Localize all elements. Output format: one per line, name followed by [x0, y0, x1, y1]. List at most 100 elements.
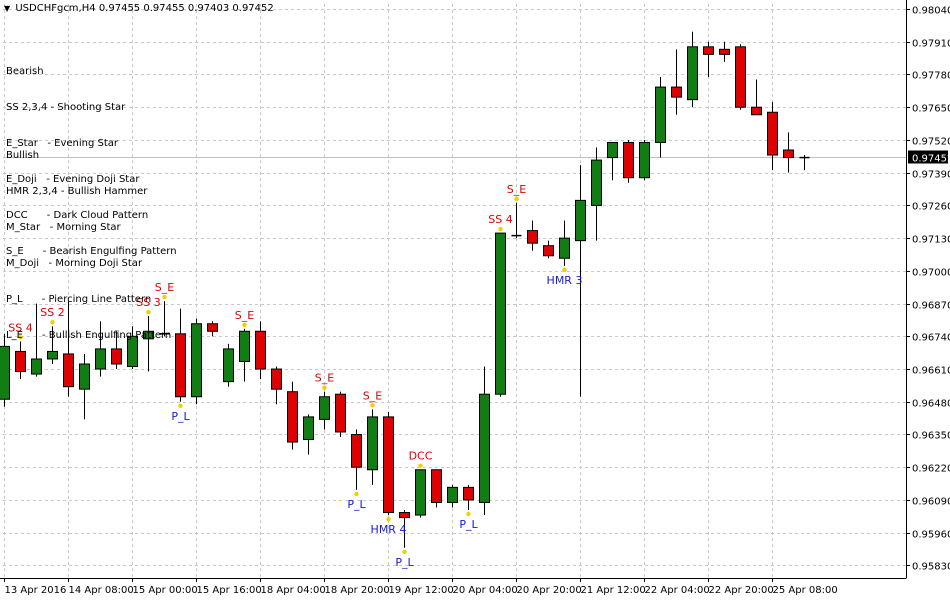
candle-bear	[207, 323, 218, 332]
pattern-label-bearish: DCC	[409, 450, 433, 463]
pattern-label-bearish: S_E	[363, 389, 382, 402]
pattern-label-bearish: SS 3	[136, 296, 160, 309]
candle-bear	[335, 393, 346, 433]
pattern-label-bullish: P_L	[171, 410, 190, 423]
pattern-label-bearish: SS 4	[8, 321, 32, 334]
pattern-marker	[370, 403, 375, 408]
candle-bull	[655, 86, 666, 143]
grid-layer	[3, 4, 906, 578]
candle-bear	[399, 512, 410, 519]
candle-bull	[591, 159, 602, 206]
pattern-marker	[386, 516, 391, 522]
pattern-marker	[322, 385, 327, 390]
candle-bull	[607, 141, 618, 159]
legend-item: S_E - Bearish Engulfing Pattern	[6, 246, 177, 257]
y-tick-label: 0.96480	[912, 399, 950, 410]
candle-bull	[559, 237, 570, 259]
candle-bear	[543, 245, 554, 257]
legend-bearish: Bearish SS 2,3,4 - Shooting Star E_Star …	[6, 42, 177, 282]
chart-header: ▼ USDCHFgcm,H4 0.97455 0.97455 0.97403 0…	[4, 3, 274, 14]
pattern-marker	[178, 403, 183, 408]
y-tick-label: 0.97130	[912, 235, 950, 246]
legend-item: SS 2,3,4 - Shooting Star	[6, 102, 126, 113]
y-tick-label: 0.98040	[912, 6, 950, 17]
legend-bullish-title: Bullish	[6, 150, 40, 161]
candle-bull	[31, 358, 42, 375]
pattern-marker	[162, 294, 167, 300]
candle-bull	[639, 141, 650, 179]
pattern-label-bearish: S_E	[315, 372, 334, 385]
candle-bull	[223, 348, 234, 383]
collapse-triangle-icon[interactable]: ▼	[4, 4, 11, 13]
legend-item: E_Star - Evening Star	[6, 138, 119, 149]
y-tick-label: 0.95960	[912, 530, 950, 541]
x-tick-label: 21 Apr 12:00	[581, 585, 646, 596]
pattern-label-bullish: P_L	[395, 556, 414, 569]
pattern-label-bearish: S_E	[155, 281, 174, 294]
pattern-marker	[50, 320, 55, 325]
x-tick-label: 22 Apr 04:00	[645, 585, 710, 596]
candle-bear	[431, 469, 442, 503]
pattern-marker	[146, 309, 151, 315]
candle-bull	[447, 486, 458, 503]
pattern-label-bullish: P_L	[459, 518, 478, 531]
candle-bear	[735, 46, 746, 108]
x-tick-label: 18 Apr 04:00	[261, 585, 326, 596]
x-tick-label: 25 Apr 08:00	[773, 585, 838, 596]
pattern-marker	[354, 491, 359, 497]
pattern-label-bearish: SS 4	[488, 213, 512, 226]
legend-item: DCC - Dark Cloud Pattern	[6, 210, 149, 221]
y-tick-label: 0.96870	[912, 301, 950, 312]
pattern-label-bearish: S_E	[507, 183, 526, 196]
y-tick-label: 0.97000	[912, 268, 950, 279]
x-tick-label: 18 Apr 20:00	[325, 585, 390, 596]
candle-bear	[751, 106, 762, 116]
current-price-tag	[908, 150, 948, 164]
candle-bear	[15, 350, 26, 373]
candle-bull	[687, 46, 698, 101]
candle-bear	[351, 434, 362, 468]
candle-bull	[303, 416, 314, 441]
candle-bear	[175, 333, 186, 398]
candle-bear	[703, 46, 714, 55]
y-tick-label: 0.97260	[912, 202, 950, 213]
candle-bear	[767, 111, 778, 156]
y-tick-label: 0.96610	[912, 366, 950, 377]
x-tick-label: 13 Apr 2016	[5, 585, 67, 596]
pattern-label-bearish: SS 2	[40, 306, 64, 319]
x-tick-label: 22 Apr 20:00	[709, 585, 774, 596]
candle-bear	[783, 149, 794, 159]
legend-item: E_Doji - Evening Doji Star	[6, 174, 140, 185]
pattern-marker	[242, 322, 247, 327]
symbol-label: USDCHFgcm,H4	[15, 3, 96, 14]
candle-bull	[575, 199, 586, 242]
candle-bear	[111, 348, 122, 365]
candle-bull	[479, 393, 490, 503]
x-tick-label: 15 Apr 16:00	[197, 585, 262, 596]
y-tick-label: 0.97520	[912, 137, 950, 148]
candle-bear	[383, 416, 394, 514]
x-tick-label: 20 Apr 04:00	[453, 585, 518, 596]
legend-item: M_Star - Morning Star	[6, 222, 121, 233]
pattern-marker	[418, 463, 423, 468]
candle-layer	[0, 31, 810, 548]
candle-bear	[287, 391, 298, 443]
label-layer: SS 4 SS 2 SS 3 S_E S_E S_E S_E DCC SS 4 S_E P_L P_L…	[8, 183, 582, 569]
y-tick-label: 0.97910	[912, 39, 950, 50]
candle-bull	[143, 330, 154, 340]
legend-item: L_E - Bullish Engulfing Pattern	[6, 330, 172, 341]
candle-bull	[239, 330, 250, 362]
ohlc-readout: 0.97455 0.97455 0.97403 0.97452	[98, 3, 274, 14]
marker-layer	[18, 196, 567, 554]
legend-bullish: Bullish HMR 2,3,4 - Bullish Hammer M_Sta…	[6, 126, 171, 366]
y-tick-label: 0.96090	[912, 497, 950, 508]
candle-bull	[319, 396, 330, 420]
candle-bull	[415, 469, 426, 516]
candle-bull	[127, 335, 138, 368]
pattern-marker	[514, 196, 519, 202]
pattern-marker	[498, 226, 503, 232]
y-tick-label: 0.96350	[912, 431, 950, 442]
